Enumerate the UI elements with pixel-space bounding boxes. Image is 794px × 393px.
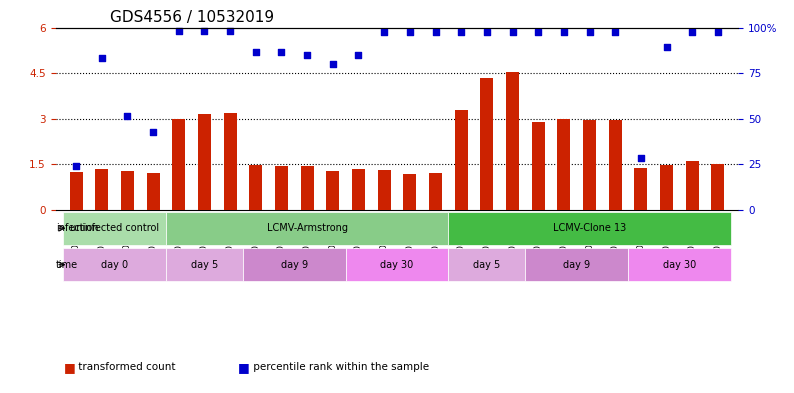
Bar — [660, 165, 673, 210]
Text: day 5: day 5 — [191, 260, 218, 270]
Text: LCMV-Clone 13: LCMV-Clone 13 — [553, 223, 626, 233]
Bar — [378, 170, 391, 210]
Bar — [121, 171, 134, 210]
FancyBboxPatch shape — [449, 212, 730, 244]
Text: day 30: day 30 — [663, 260, 696, 270]
Bar — [352, 169, 365, 210]
Point — [609, 29, 622, 35]
Point — [301, 52, 314, 58]
Bar — [95, 169, 108, 210]
Text: LCMV-Armstrong: LCMV-Armstrong — [267, 223, 348, 233]
Bar — [70, 172, 83, 210]
Bar — [172, 119, 185, 210]
Bar — [634, 168, 647, 210]
Bar — [301, 166, 314, 210]
Text: day 9: day 9 — [563, 260, 590, 270]
Bar — [455, 110, 468, 210]
FancyBboxPatch shape — [64, 212, 166, 244]
Text: infection: infection — [56, 223, 98, 233]
Point — [121, 112, 134, 119]
Bar — [224, 113, 237, 210]
Point — [583, 29, 596, 35]
Point — [634, 155, 647, 162]
Text: ■: ■ — [238, 361, 250, 374]
FancyBboxPatch shape — [345, 248, 449, 281]
Point — [711, 29, 724, 35]
Text: transformed count: transformed count — [75, 362, 176, 373]
Text: day 5: day 5 — [473, 260, 500, 270]
Point — [198, 28, 211, 34]
Text: GDS4556 / 10532019: GDS4556 / 10532019 — [110, 10, 275, 25]
Bar — [609, 120, 622, 210]
Text: day 9: day 9 — [281, 260, 308, 270]
Text: day 0: day 0 — [101, 260, 128, 270]
Text: ■: ■ — [64, 361, 75, 374]
Bar — [480, 78, 493, 210]
Bar — [583, 120, 596, 210]
Text: percentile rank within the sample: percentile rank within the sample — [250, 362, 430, 373]
Bar — [532, 122, 545, 210]
Bar — [711, 164, 724, 210]
Point — [455, 29, 468, 35]
Bar — [147, 173, 160, 210]
Point — [480, 29, 493, 35]
Point — [249, 49, 262, 55]
Bar — [557, 119, 570, 210]
Point — [557, 29, 570, 35]
Point — [147, 129, 160, 136]
Point — [224, 28, 237, 34]
Point — [506, 29, 518, 35]
FancyBboxPatch shape — [166, 212, 449, 244]
Point — [353, 52, 365, 58]
Point — [429, 29, 441, 35]
Bar — [249, 165, 262, 210]
Point — [326, 61, 339, 67]
FancyBboxPatch shape — [64, 248, 166, 281]
Point — [276, 49, 288, 55]
Point — [686, 29, 699, 35]
FancyBboxPatch shape — [628, 248, 730, 281]
FancyBboxPatch shape — [243, 248, 345, 281]
Bar — [275, 166, 288, 210]
Point — [403, 29, 416, 35]
Point — [378, 29, 391, 35]
Text: day 30: day 30 — [380, 260, 414, 270]
Point — [532, 29, 545, 35]
Text: time: time — [56, 260, 79, 270]
Bar — [403, 174, 416, 210]
Bar — [686, 161, 699, 210]
FancyBboxPatch shape — [526, 248, 628, 281]
Point — [660, 44, 673, 50]
Bar — [198, 114, 211, 210]
Bar — [326, 171, 339, 210]
Text: uninfected control: uninfected control — [70, 223, 159, 233]
Point — [95, 55, 108, 61]
Point — [172, 28, 185, 34]
Point — [70, 163, 83, 170]
Bar — [506, 72, 519, 210]
FancyBboxPatch shape — [166, 248, 243, 281]
FancyBboxPatch shape — [449, 248, 526, 281]
Bar — [429, 173, 442, 210]
